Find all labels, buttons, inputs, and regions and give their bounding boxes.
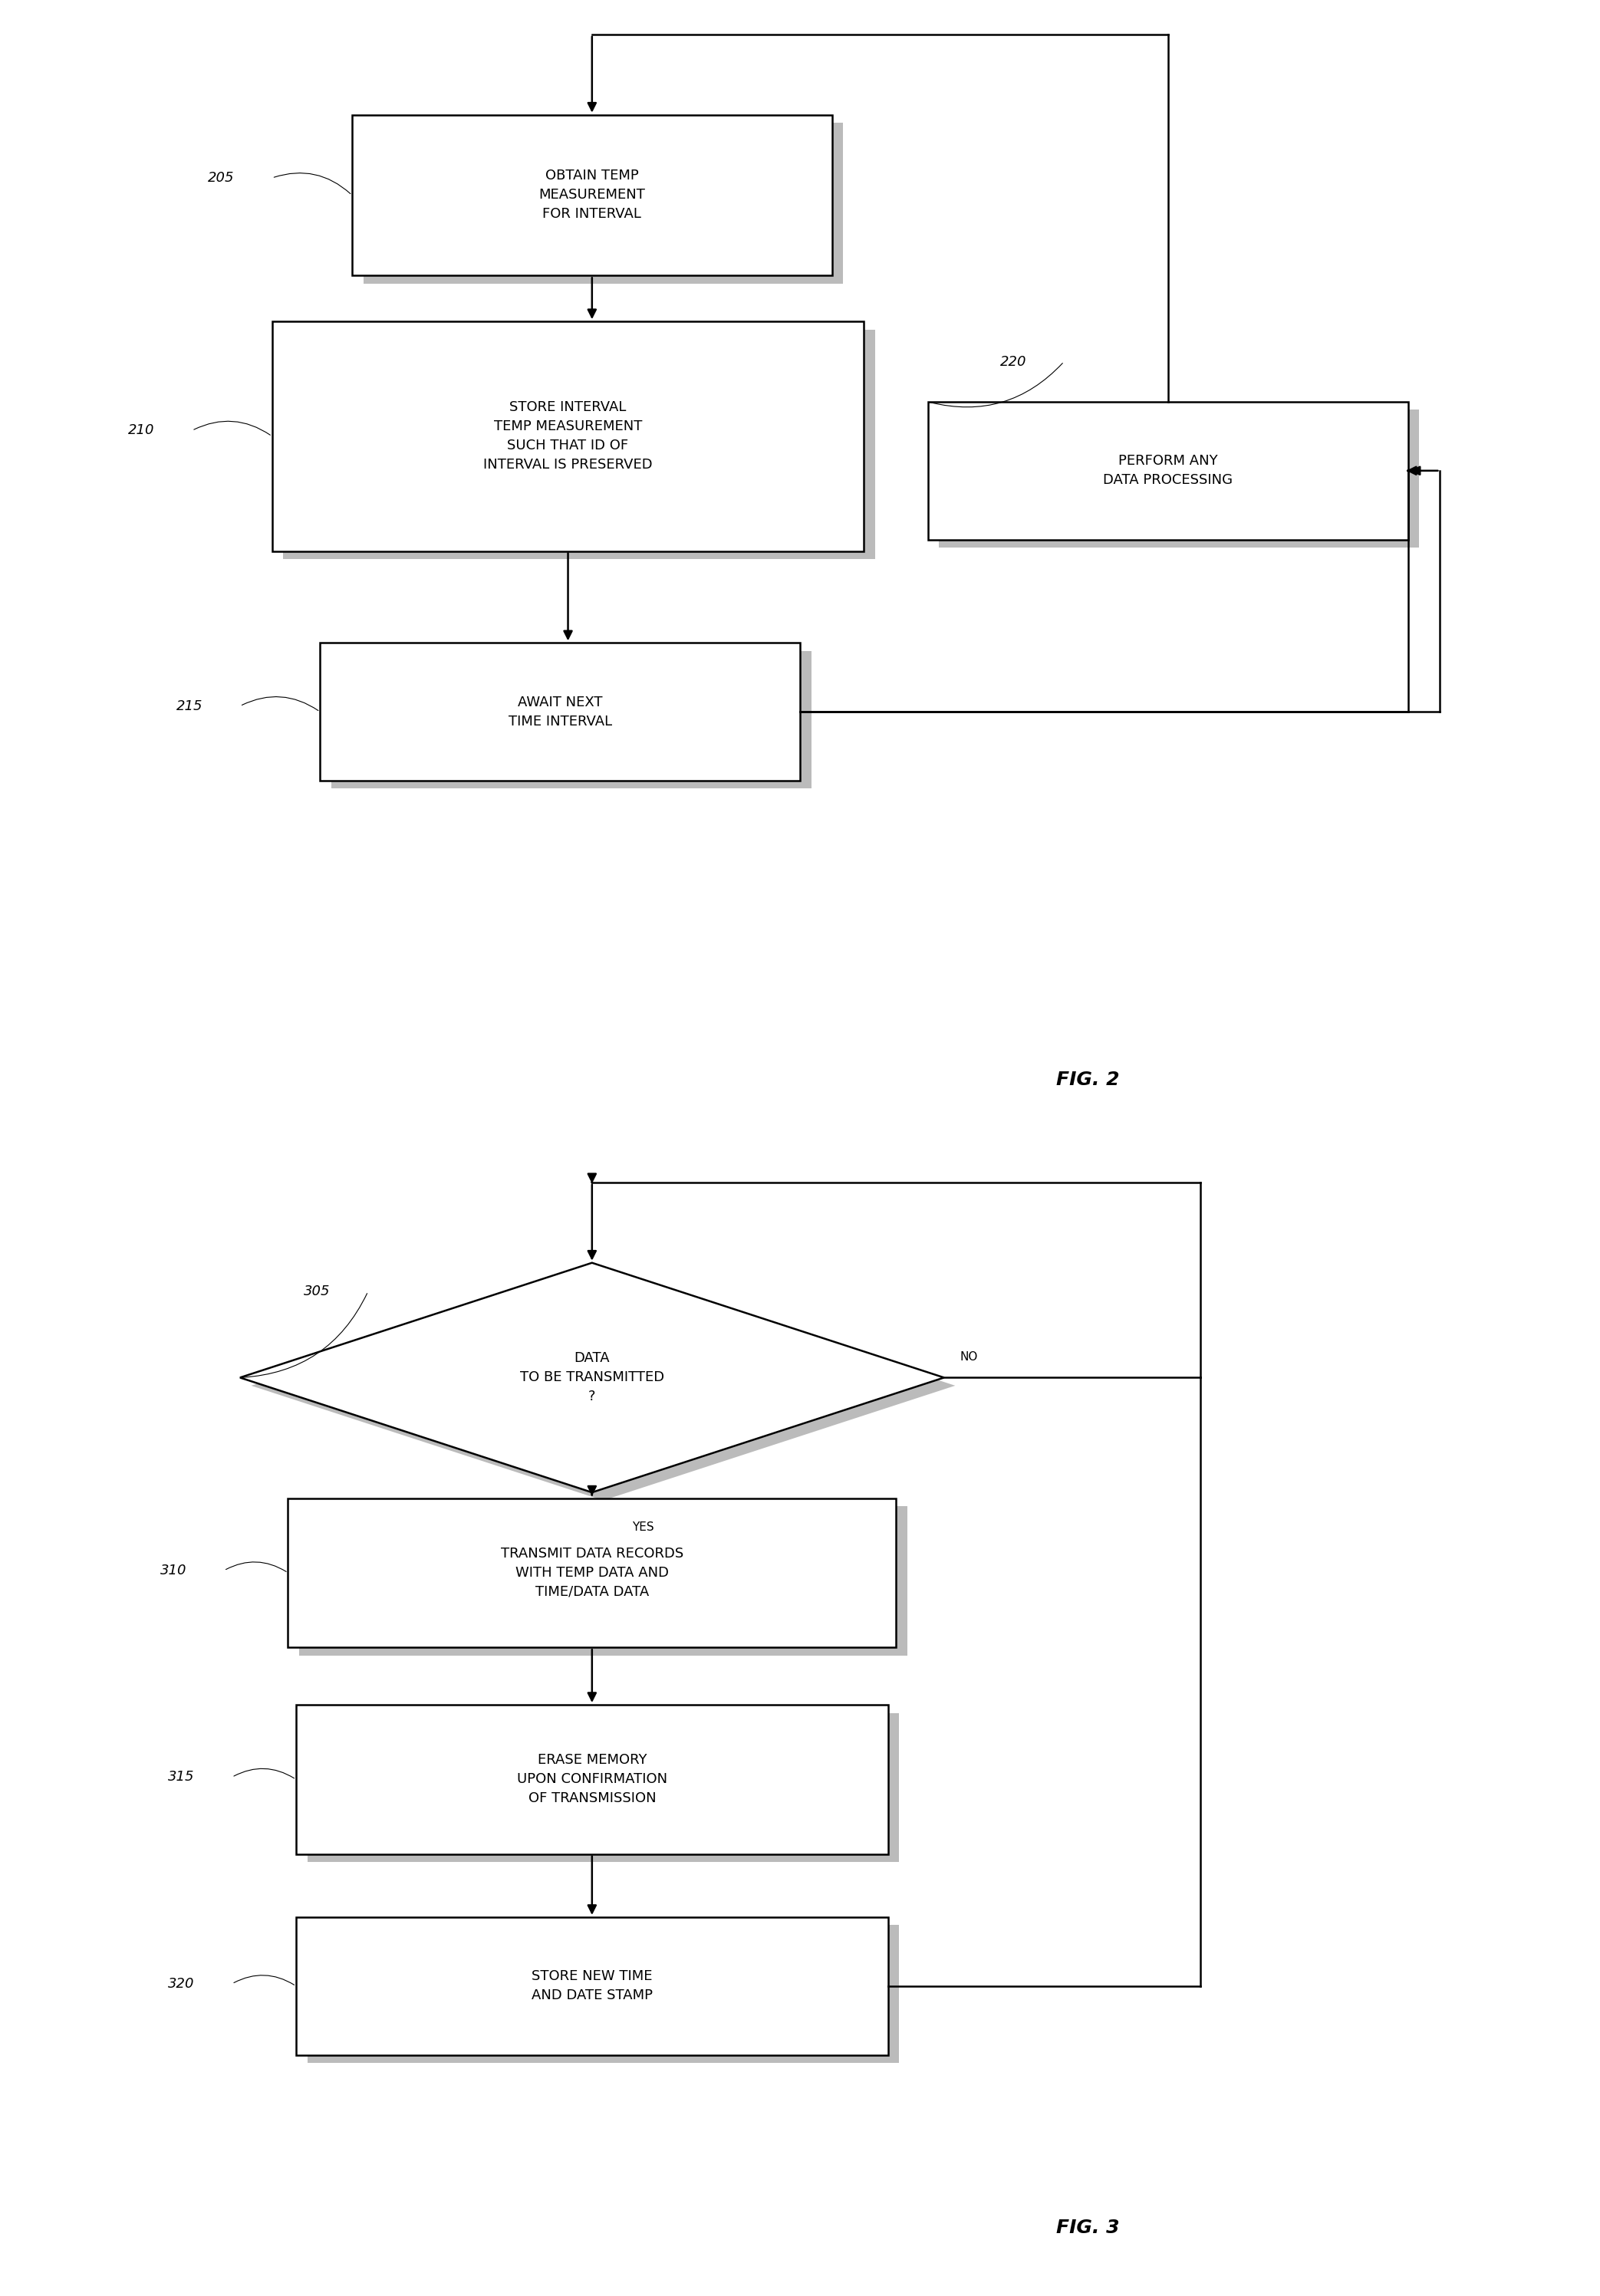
Bar: [307, 1924, 899, 2062]
Text: FIG. 3: FIG. 3: [1056, 2218, 1120, 2236]
Bar: [299, 1506, 907, 1655]
Bar: [296, 1917, 888, 2055]
Bar: [928, 402, 1408, 540]
Text: 305: 305: [304, 1283, 331, 1300]
Text: DATA
TO BE TRANSMITTED
?: DATA TO BE TRANSMITTED ?: [520, 1352, 664, 1403]
Text: FIG. 2: FIG. 2: [1056, 1070, 1120, 1088]
Bar: [296, 1704, 888, 1855]
Bar: [331, 652, 811, 790]
Text: PERFORM ANY
DATA PROCESSING: PERFORM ANY DATA PROCESSING: [1102, 455, 1234, 487]
Text: NO: NO: [960, 1350, 978, 1364]
Text: TRANSMIT DATA RECORDS
WITH TEMP DATA AND
TIME/DATA DATA: TRANSMIT DATA RECORDS WITH TEMP DATA AND…: [501, 1548, 683, 1598]
Text: 215: 215: [176, 698, 203, 714]
Text: 220: 220: [1000, 354, 1027, 370]
Text: STORE INTERVAL
TEMP MEASUREMENT
SUCH THAT ID OF
INTERVAL IS PRESERVED: STORE INTERVAL TEMP MEASUREMENT SUCH THA…: [483, 400, 653, 473]
Text: 205: 205: [208, 170, 235, 186]
Bar: [288, 1497, 896, 1649]
Text: AWAIT NEXT
TIME INTERVAL: AWAIT NEXT TIME INTERVAL: [509, 696, 611, 728]
Bar: [320, 643, 800, 781]
Polygon shape: [240, 1263, 944, 1492]
Text: ERASE MEMORY
UPON CONFIRMATION
OF TRANSMISSION: ERASE MEMORY UPON CONFIRMATION OF TRANSM…: [517, 1754, 667, 1805]
Bar: [363, 122, 843, 282]
Text: 315: 315: [168, 1770, 195, 1784]
Bar: [283, 328, 875, 558]
Text: 210: 210: [128, 422, 155, 439]
Bar: [352, 115, 832, 276]
Text: 310: 310: [160, 1564, 187, 1577]
Text: OBTAIN TEMP
MEASUREMENT
FOR INTERVAL: OBTAIN TEMP MEASUREMENT FOR INTERVAL: [539, 170, 645, 220]
Text: STORE NEW TIME
AND DATE STAMP: STORE NEW TIME AND DATE STAMP: [531, 1970, 653, 2002]
Text: YES: YES: [632, 1520, 654, 1534]
Bar: [272, 321, 864, 551]
Text: 320: 320: [168, 1977, 195, 1991]
Bar: [939, 409, 1419, 546]
Bar: [307, 1713, 899, 1862]
Polygon shape: [251, 1272, 955, 1502]
